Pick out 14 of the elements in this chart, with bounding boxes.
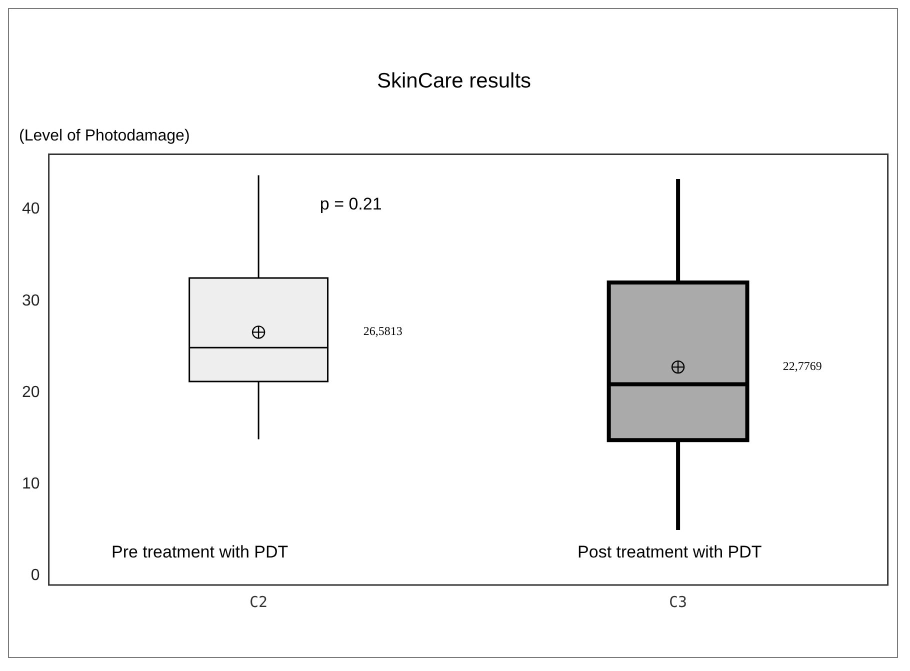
- y-tick-label: 0: [30, 567, 40, 584]
- annotation: 22,7769: [782, 359, 822, 374]
- y-tick-label: 20: [22, 384, 40, 401]
- annotation: Post treatment with PDT: [578, 542, 762, 562]
- y-tick-label: 30: [22, 292, 40, 310]
- chart-title: SkinCare results: [376, 69, 532, 92]
- y-tick-label: 40: [22, 200, 40, 218]
- y-tick-label: 10: [22, 476, 40, 493]
- annotation: 26,5813: [363, 324, 402, 338]
- annotation: p = 0.21: [320, 194, 382, 214]
- x-tick-label: C2: [250, 592, 268, 611]
- x-tick-label: C3: [669, 592, 688, 611]
- annotation: Pre treatment with PDT: [111, 542, 288, 562]
- y-axis-title: (Level of Photodamage): [19, 128, 190, 145]
